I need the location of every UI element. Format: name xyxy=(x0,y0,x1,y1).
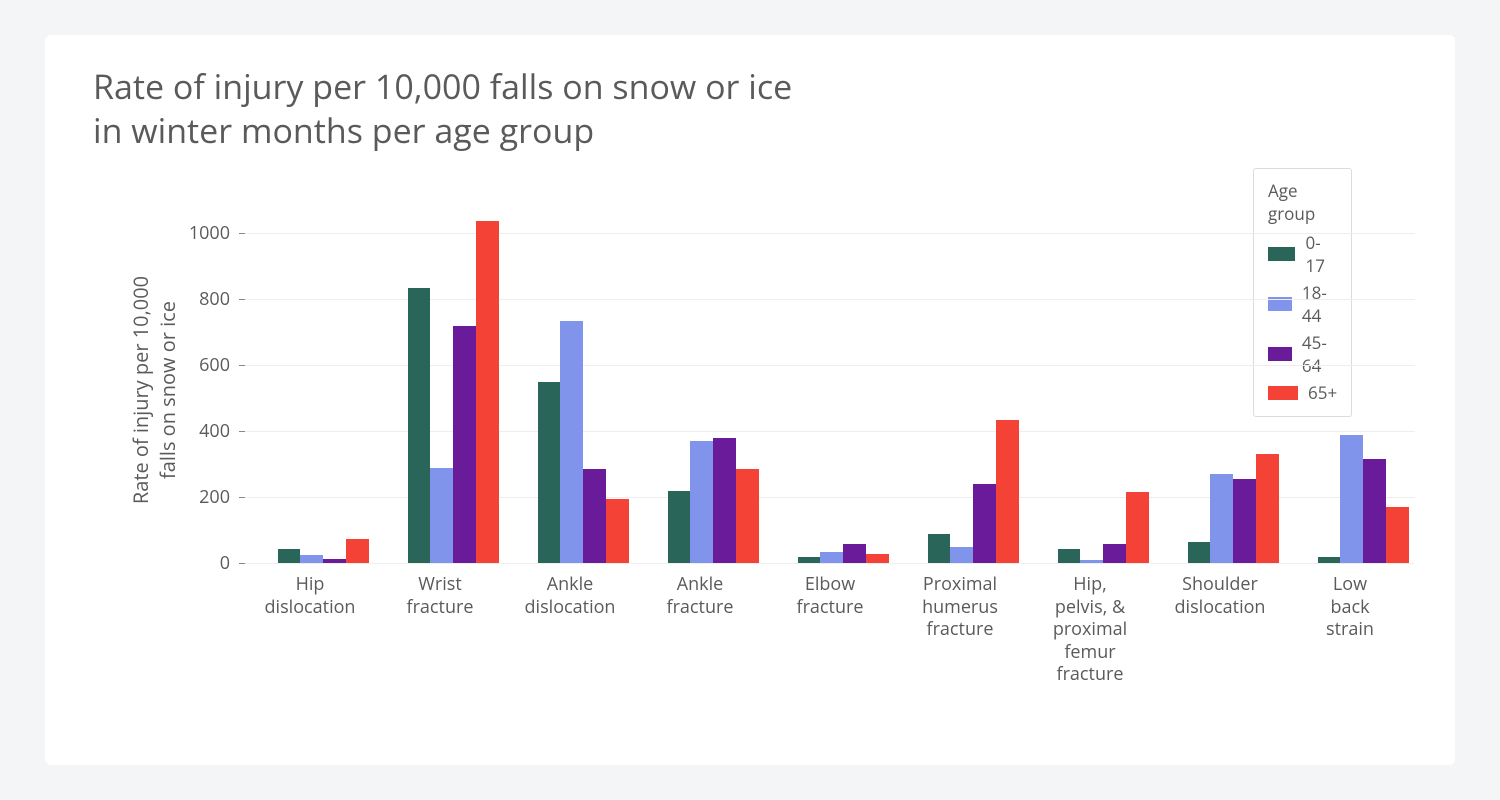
bar xyxy=(1386,507,1409,563)
bar xyxy=(843,544,866,564)
bar xyxy=(1080,560,1103,563)
y-axis-label: Rate of injury per 10,000 falls on snow … xyxy=(127,230,181,550)
bar xyxy=(950,547,973,564)
bar xyxy=(668,491,691,564)
bar xyxy=(1363,459,1386,563)
x-tick-label: Shoulder dislocation xyxy=(1155,573,1285,618)
legend-swatch xyxy=(1268,386,1298,400)
bar xyxy=(453,326,476,564)
y-tick-label: 0 xyxy=(175,551,230,575)
bar xyxy=(866,554,889,564)
x-tick-label: Wrist fracture xyxy=(375,573,505,618)
legend-label: 0-17 xyxy=(1305,231,1337,277)
bar xyxy=(1210,474,1233,563)
bar xyxy=(1233,479,1256,563)
x-tick-label: Proximal humerus fracture xyxy=(895,573,1025,641)
bar xyxy=(583,469,606,563)
bar xyxy=(928,534,951,564)
bar xyxy=(1188,542,1211,563)
gridline xyxy=(245,233,1415,234)
legend-label: 45-64 xyxy=(1302,331,1337,377)
legend-item[interactable]: 65+ xyxy=(1268,381,1337,404)
y-tick-mark xyxy=(239,563,245,564)
bar xyxy=(346,539,369,564)
bar xyxy=(713,438,736,564)
y-tick-label: 800 xyxy=(175,287,230,311)
y-tick-mark xyxy=(239,233,245,234)
legend-swatch xyxy=(1268,247,1295,261)
legend-swatch xyxy=(1268,347,1292,361)
x-tick-label: Hip, pelvis, & proximal femur fracture xyxy=(1025,573,1155,686)
bar xyxy=(690,441,713,563)
x-tick-label: Ankle dislocation xyxy=(505,573,635,618)
y-tick-label: 400 xyxy=(175,419,230,443)
bar xyxy=(476,221,499,563)
bar xyxy=(1126,492,1149,563)
x-tick-label: Hip dislocation xyxy=(245,573,375,618)
bar xyxy=(300,555,323,563)
bar xyxy=(323,559,346,564)
bar xyxy=(1318,557,1341,564)
bar xyxy=(973,484,996,563)
legend-label: 65+ xyxy=(1308,381,1337,404)
y-tick-mark xyxy=(239,497,245,498)
y-tick-mark xyxy=(239,431,245,432)
bar xyxy=(430,468,453,564)
legend-item[interactable]: 18-44 xyxy=(1268,281,1337,327)
bar xyxy=(606,499,629,563)
chart-card: Rate of injury per 10,000 falls on snow … xyxy=(45,35,1455,765)
legend-title: Age group xyxy=(1268,179,1337,225)
bar xyxy=(1340,435,1363,564)
legend: Age group 0-17 18-44 45-64 65+ xyxy=(1253,168,1352,417)
bar xyxy=(538,382,561,564)
x-tick-label: Elbow fracture xyxy=(765,573,895,618)
x-tick-label: Ankle fracture xyxy=(635,573,765,618)
bar xyxy=(1103,544,1126,564)
y-tick-label: 600 xyxy=(175,353,230,377)
legend-item[interactable]: 0-17 xyxy=(1268,231,1337,277)
bar xyxy=(560,321,583,564)
y-tick-label: 1000 xyxy=(175,221,230,245)
bar xyxy=(996,420,1019,564)
bar xyxy=(408,288,431,564)
y-tick-mark xyxy=(239,299,245,300)
legend-label: 18-44 xyxy=(1302,281,1337,327)
y-tick-mark xyxy=(239,365,245,366)
chart-title: Rate of injury per 10,000 falls on snow … xyxy=(93,65,792,152)
gridline xyxy=(245,563,1415,564)
bar xyxy=(736,469,759,563)
bar xyxy=(278,549,301,564)
x-tick-label: Low back strain xyxy=(1285,573,1415,641)
legend-item[interactable]: 45-64 xyxy=(1268,331,1337,377)
bar xyxy=(798,557,821,564)
bar xyxy=(1256,454,1279,563)
bar xyxy=(1058,549,1081,564)
bar xyxy=(820,552,843,564)
y-tick-label: 200 xyxy=(175,485,230,509)
